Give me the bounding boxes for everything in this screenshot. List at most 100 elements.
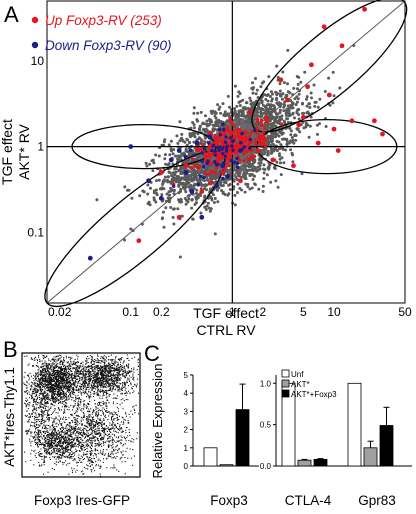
background-point bbox=[174, 170, 178, 174]
flow-event bbox=[47, 364, 49, 366]
background-point bbox=[245, 101, 249, 105]
flow-event bbox=[71, 391, 73, 393]
flow-event bbox=[42, 375, 44, 377]
up-point bbox=[248, 133, 252, 138]
background-point bbox=[176, 157, 180, 161]
flow-event bbox=[80, 371, 82, 373]
flow-event bbox=[61, 370, 63, 372]
flow-event bbox=[53, 393, 55, 395]
up-point bbox=[210, 152, 214, 157]
flow-event bbox=[61, 361, 63, 363]
up-point bbox=[280, 122, 284, 126]
flow-event bbox=[44, 373, 46, 375]
flow-event bbox=[66, 382, 68, 384]
up-point bbox=[213, 171, 218, 175]
background-point bbox=[318, 122, 321, 126]
flow-event bbox=[40, 391, 42, 393]
flow-event bbox=[52, 386, 54, 388]
flow-event bbox=[74, 363, 76, 365]
background-point bbox=[275, 96, 279, 100]
flow-event bbox=[40, 384, 42, 386]
flow-event bbox=[36, 399, 38, 401]
background-point bbox=[228, 188, 232, 191]
flow-event bbox=[42, 396, 44, 398]
flow-event bbox=[36, 392, 38, 394]
background-point bbox=[253, 111, 257, 115]
flow-event bbox=[53, 381, 55, 383]
flow-event bbox=[28, 379, 30, 381]
flow-event bbox=[68, 387, 70, 389]
flow-event bbox=[40, 382, 42, 384]
background-point bbox=[315, 123, 319, 127]
background-point bbox=[243, 190, 247, 194]
down-point bbox=[200, 159, 204, 163]
flow-event bbox=[45, 368, 47, 370]
background-point bbox=[170, 188, 174, 192]
up-point bbox=[228, 132, 232, 136]
background-point bbox=[274, 90, 278, 94]
flow-event bbox=[58, 395, 60, 397]
flow-event bbox=[44, 374, 46, 376]
flow-event bbox=[68, 391, 70, 393]
background-point bbox=[298, 130, 302, 134]
flow-event bbox=[61, 402, 63, 404]
background-point bbox=[228, 182, 232, 186]
flow-event bbox=[62, 385, 64, 387]
flow-event bbox=[64, 367, 66, 369]
background-point bbox=[281, 70, 285, 74]
flow-event bbox=[27, 374, 29, 376]
flow-event bbox=[58, 377, 60, 379]
background-point bbox=[192, 106, 196, 110]
flow-event bbox=[65, 368, 67, 370]
flow-event bbox=[41, 370, 43, 372]
flow-event bbox=[40, 387, 42, 389]
background-point bbox=[169, 139, 173, 143]
flow-event bbox=[73, 375, 75, 377]
flow-event bbox=[53, 368, 55, 370]
up-point bbox=[254, 138, 258, 142]
series-point bbox=[335, 148, 341, 154]
flow-event bbox=[62, 368, 64, 370]
background-point bbox=[233, 193, 237, 197]
up-point bbox=[229, 151, 234, 156]
background-point bbox=[177, 184, 181, 188]
flow-event bbox=[50, 382, 52, 384]
flow-event bbox=[55, 356, 57, 358]
flow-event bbox=[52, 374, 54, 376]
flow-event bbox=[63, 421, 65, 423]
background-point bbox=[186, 178, 190, 182]
background-point bbox=[178, 120, 182, 124]
down-point bbox=[222, 128, 226, 132]
background-point bbox=[278, 89, 282, 93]
background-point bbox=[276, 75, 280, 79]
background-point bbox=[185, 149, 189, 153]
flow-event bbox=[48, 384, 50, 386]
flow-event bbox=[53, 379, 55, 381]
background-point bbox=[151, 158, 155, 162]
flow-event bbox=[36, 388, 38, 390]
background-point bbox=[251, 81, 255, 85]
series-point bbox=[238, 178, 243, 184]
flow-event bbox=[66, 387, 68, 389]
flow-event bbox=[63, 403, 65, 405]
flow-event bbox=[61, 378, 63, 380]
background-point bbox=[211, 127, 215, 131]
background-point bbox=[251, 169, 255, 173]
background-point bbox=[297, 108, 301, 111]
series-point bbox=[87, 255, 93, 261]
flow-event bbox=[58, 380, 60, 382]
ellipse-right bbox=[256, 118, 398, 175]
flow-event bbox=[65, 355, 67, 357]
up-point bbox=[256, 119, 260, 124]
flow-event bbox=[74, 385, 76, 387]
background-point bbox=[192, 123, 196, 127]
background-point bbox=[262, 80, 266, 84]
down-point bbox=[230, 144, 234, 148]
flow-event bbox=[51, 387, 53, 389]
flow-event bbox=[71, 375, 73, 377]
x-tick-labels: 0.02 0.1 0.2 1 2 5 10 50 bbox=[48, 305, 412, 319]
background-point bbox=[233, 203, 237, 207]
background-point bbox=[271, 92, 274, 96]
background-point bbox=[271, 103, 275, 107]
background-point bbox=[211, 177, 215, 180]
